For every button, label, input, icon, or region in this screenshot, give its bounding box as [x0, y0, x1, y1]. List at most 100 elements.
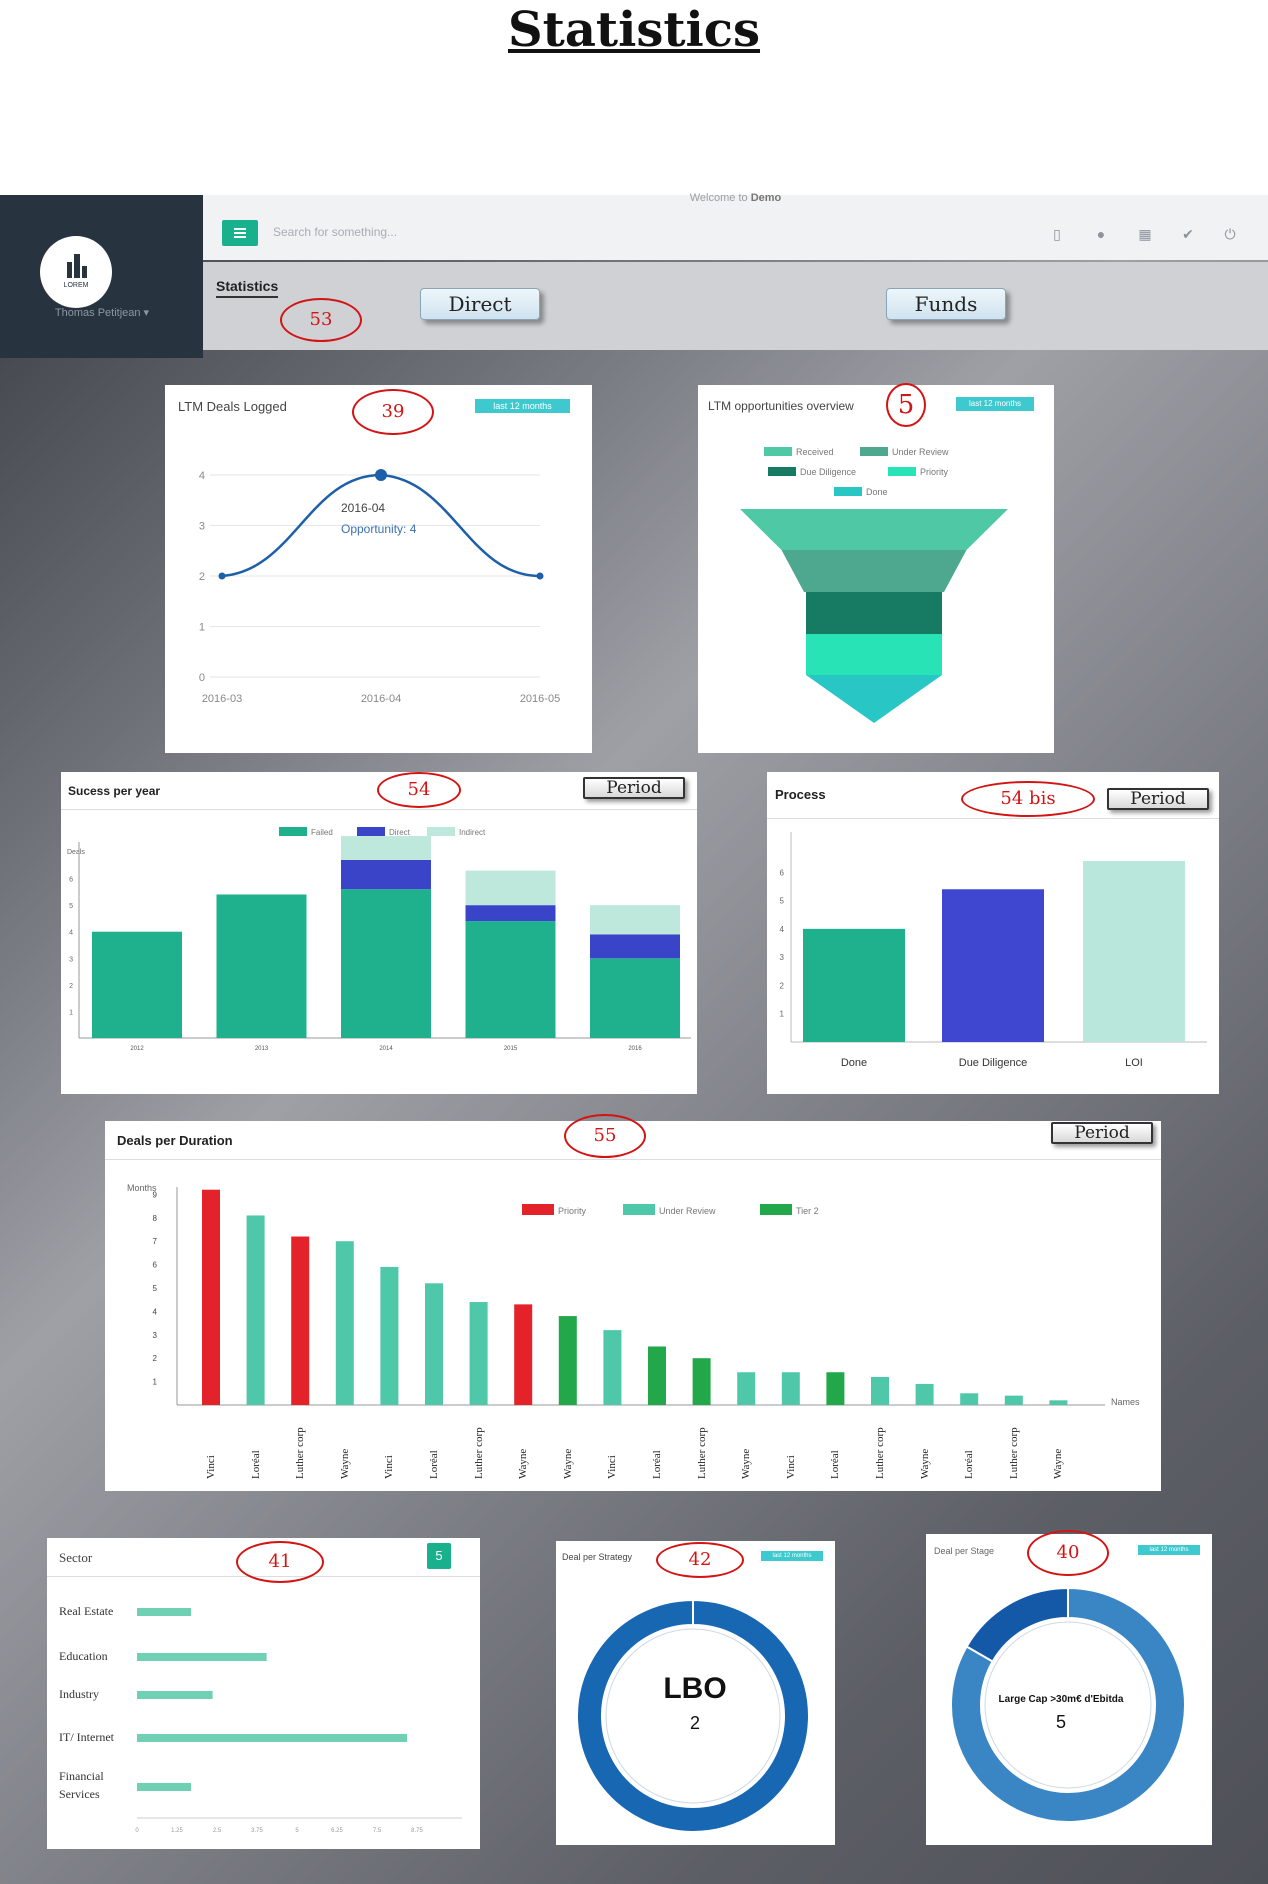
x-tick-label: Luther corp: [294, 1427, 307, 1479]
tab-statistics[interactable]: Statistics: [216, 278, 279, 298]
bar: [781, 1372, 800, 1405]
period-button[interactable]: Period: [1051, 1122, 1153, 1144]
funds-button[interactable]: Funds: [886, 288, 1006, 320]
count-badge[interactable]: 5: [427, 1543, 451, 1569]
power-icon[interactable]: ⏻: [1224, 226, 1236, 242]
card-title: Sector: [59, 1550, 93, 1565]
y-tick-label: 6: [69, 877, 73, 884]
y-tick-label: 5: [69, 903, 73, 910]
y-tick-label: 2: [69, 983, 73, 990]
bar-segment: [92, 931, 182, 1038]
period-badge[interactable]: last 12 months: [956, 397, 1034, 411]
process-card: Process 1 2 3 4 5 6 Done Due Diligence LOI: [767, 772, 1219, 1094]
period-badge[interactable]: last 12 months: [761, 1551, 823, 1561]
donut-center-value: 5: [1055, 1712, 1066, 1732]
inner-ring: [605, 1628, 781, 1804]
donut-center-value: 2: [689, 1713, 700, 1733]
y-axis-title: Months: [127, 1183, 157, 1193]
company-logo[interactable]: LOREM: [40, 236, 112, 308]
user-menu[interactable]: Thomas Petitjean ▾: [54, 307, 150, 319]
card-title: Process: [775, 787, 826, 802]
y-tick-label: 3: [199, 521, 205, 533]
y-tick-label: 5: [153, 1284, 158, 1293]
card-title: Sucess per year: [68, 784, 161, 798]
bar: [291, 1236, 310, 1405]
legend-item: Due Diligence: [768, 467, 856, 477]
y-tick-label: IT/ Internet: [59, 1730, 114, 1744]
x-tick-label: 7.5: [373, 1828, 382, 1834]
x-axis-title: Names: [1111, 1397, 1140, 1407]
deal-per-strategy-card: Deal per Strategy last 12 months LBO 2: [556, 1541, 835, 1845]
bar: [137, 1783, 191, 1791]
annotation-marker: 53: [280, 298, 362, 342]
deal-per-stage-card: Deal per Stage last 12 months Large Cap …: [926, 1534, 1212, 1845]
bar-segment: [341, 836, 431, 860]
stage-donut: [950, 1586, 1186, 1823]
x-tick-label: Luther corp: [1007, 1427, 1020, 1479]
legend-item: Under Review: [623, 1204, 716, 1216]
period-badge[interactable]: last 12 months: [475, 399, 570, 413]
bar: [942, 889, 1044, 1042]
bar: [558, 1316, 577, 1405]
x-tick-label: 2016: [628, 1046, 642, 1052]
bar: [871, 1376, 889, 1405]
user-icon[interactable]: ●: [1096, 226, 1106, 242]
bar-segment: [341, 859, 431, 890]
x-tick-label: Wayne: [1052, 1448, 1065, 1479]
data-point: [218, 572, 226, 580]
strategy-donut: [576, 1598, 810, 1833]
bar-segment: [465, 905, 556, 922]
calendar-icon[interactable]: ▦: [1138, 226, 1152, 242]
divider: [767, 818, 1219, 819]
y-tick-label: Education: [59, 1649, 108, 1663]
x-tick-label: Luther corp: [472, 1427, 485, 1479]
document-icon[interactable]: ▯: [1053, 226, 1061, 242]
bar: [826, 1372, 845, 1405]
direct-button[interactable]: Direct: [420, 288, 540, 320]
bar: [246, 1215, 265, 1405]
tooltip-value: Opportunity: 4: [341, 522, 417, 536]
x-tick-label: 2016-05: [520, 693, 560, 705]
bar: [137, 1608, 191, 1616]
y-tick-label: 0: [199, 672, 205, 684]
annotation-marker: 5: [886, 383, 926, 427]
pie-slice: [965, 1586, 1069, 1663]
y-tick-label: Industry: [59, 1687, 99, 1701]
y-tick-label: 7: [153, 1237, 158, 1246]
top-bar: [203, 195, 1268, 260]
legend-item: Tier 2: [760, 1204, 819, 1216]
x-tick-label: Vinci: [784, 1455, 797, 1479]
bar: [137, 1734, 407, 1742]
x-tick-label: 8.75: [411, 1828, 423, 1834]
deals-per-duration-card: Deals per Duration Months Names Priority…: [105, 1121, 1161, 1491]
x-tick-label: Wayne: [338, 1448, 351, 1479]
search-input[interactable]: Search for something...: [273, 225, 398, 239]
period-button[interactable]: Period: [583, 777, 685, 799]
menu-toggle-button[interactable]: [222, 220, 258, 246]
x-tick-label: Loréal: [829, 1450, 842, 1479]
period-button[interactable]: Period: [1107, 788, 1209, 810]
legend-item: Direct: [357, 827, 410, 837]
y-tick-label: 2: [199, 571, 205, 583]
success-chart: 1 2 3 4 5 6 2012 2013 2014 2015 2016: [69, 836, 691, 1052]
bar: [137, 1653, 267, 1661]
period-badge[interactable]: last 12 months: [1138, 1545, 1200, 1555]
y-tick-label: 8: [153, 1214, 158, 1223]
bar: [737, 1372, 756, 1405]
document-title: Statistics: [507, 2, 761, 58]
x-tick-label: Vinci: [383, 1455, 396, 1479]
x-tick-label: LOI: [1125, 1057, 1143, 1069]
x-tick-label: 2012: [130, 1046, 144, 1052]
x-tick-label: Loréal: [963, 1450, 976, 1479]
check-icon[interactable]: ✔: [1182, 226, 1194, 242]
y-tick-label: 2: [153, 1354, 158, 1363]
pie-slice: [950, 1586, 1186, 1823]
annotation-marker: 54: [377, 772, 461, 808]
y-axis-title: Deals: [67, 849, 85, 856]
bar: [380, 1266, 399, 1405]
inner-ring: [984, 1621, 1152, 1789]
bar: [425, 1283, 443, 1405]
data-point: [536, 572, 544, 580]
y-tick-label: Real Estate: [59, 1604, 114, 1618]
y-tick-label: 6: [153, 1261, 158, 1270]
